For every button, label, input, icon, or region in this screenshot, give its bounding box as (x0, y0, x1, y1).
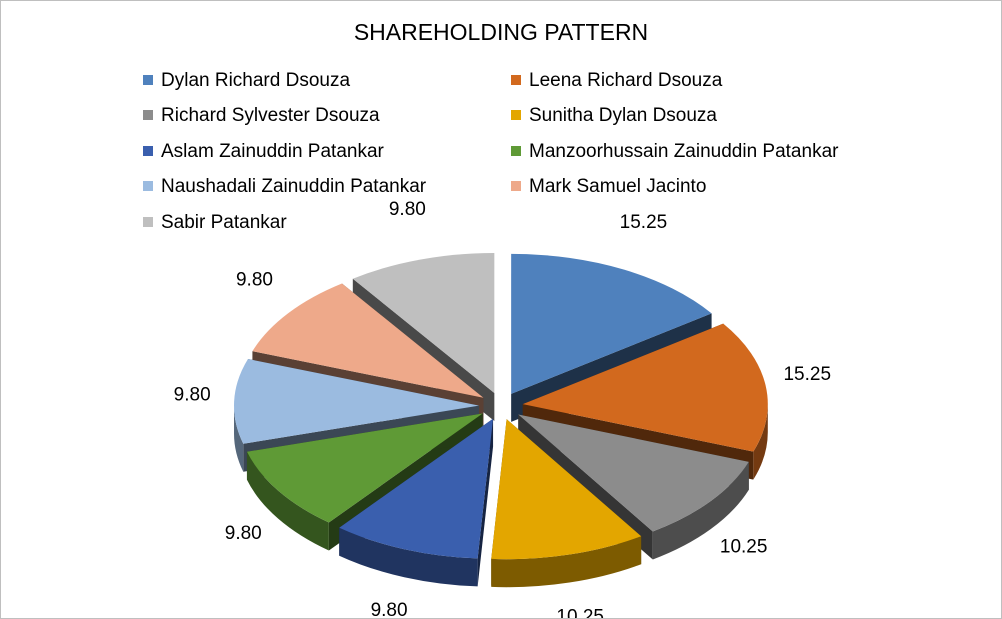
legend-swatch (143, 217, 153, 227)
slice-outer-wall (753, 404, 768, 480)
legend-swatch (511, 146, 521, 156)
chart-title: SHAREHOLDING PATTERN (353, 19, 649, 45)
legend-label: Sabir Patankar (161, 212, 287, 233)
slice-top (511, 253, 712, 394)
data-label: 10.25 (720, 537, 768, 558)
legend-item: Dylan Richard Dsouza (143, 69, 350, 93)
legend-label: Aslam Zainuddin Patankar (161, 141, 384, 162)
slice-outer-wall (652, 461, 749, 560)
slice-outer-wall (246, 451, 329, 551)
slice-top (522, 323, 768, 452)
legend-item: Leena Richard Dsouza (511, 69, 722, 93)
legend-label: Dylan Richard Dsouza (161, 70, 351, 91)
legend-swatch (511, 75, 521, 85)
data-label: 9.80 (389, 199, 426, 220)
slice-top (234, 358, 480, 444)
slice-outer-wall (339, 527, 478, 587)
legend-label: Mark Samuel Jacinto (529, 176, 707, 197)
data-label: 15.25 (783, 364, 831, 385)
legend-label: Sunitha Dylan Dsouza (529, 105, 717, 126)
slice-top (352, 253, 495, 394)
legend-label: Manzoorhussain Zainuddin Patankar (529, 141, 839, 162)
data-label: 9.80 (236, 269, 273, 290)
legend-swatch (143, 146, 153, 156)
legend-item: Sunitha Dylan Dsouza (511, 104, 717, 128)
data-label: 9.80 (174, 385, 211, 406)
pie-slice-4 (491, 419, 642, 588)
legend-item: Sabir Patankar (143, 211, 287, 235)
legend-item: Naushadali Zainuddin Patankar (143, 175, 426, 199)
slice-top (339, 418, 494, 559)
slice-side-wall (477, 418, 494, 587)
legend-item: Mark Samuel Jacinto (511, 175, 706, 199)
legend-item: Manzoorhussain Zainuddin Patankar (511, 140, 838, 164)
data-label: 15.25 (620, 212, 668, 233)
legend-swatch (143, 75, 153, 85)
data-label: 9.80 (225, 523, 262, 544)
slice-outer-wall (491, 536, 642, 588)
slice-top (491, 419, 642, 560)
slice-top (252, 283, 484, 398)
legend-label: Naushadali Zainuddin Patankar (161, 176, 427, 197)
pie-slice-5 (339, 418, 494, 587)
legend-item: Richard Sylvester Dsouza (143, 104, 380, 128)
data-label: 9.80 (371, 600, 408, 618)
slice-top (246, 413, 483, 523)
legend-swatch (511, 110, 521, 120)
legend-swatch (511, 181, 521, 191)
legend-item: Aslam Zainuddin Patankar (143, 140, 384, 164)
data-label: 10.25 (556, 607, 604, 618)
slice-outer-wall (234, 405, 244, 472)
legend-label: Leena Richard Dsouza (529, 70, 723, 91)
legend-label: Richard Sylvester Dsouza (161, 105, 380, 126)
slice-top (518, 414, 749, 532)
pie-slice-3 (518, 414, 749, 560)
legend-swatch (143, 110, 153, 120)
legend-swatch (143, 181, 153, 191)
